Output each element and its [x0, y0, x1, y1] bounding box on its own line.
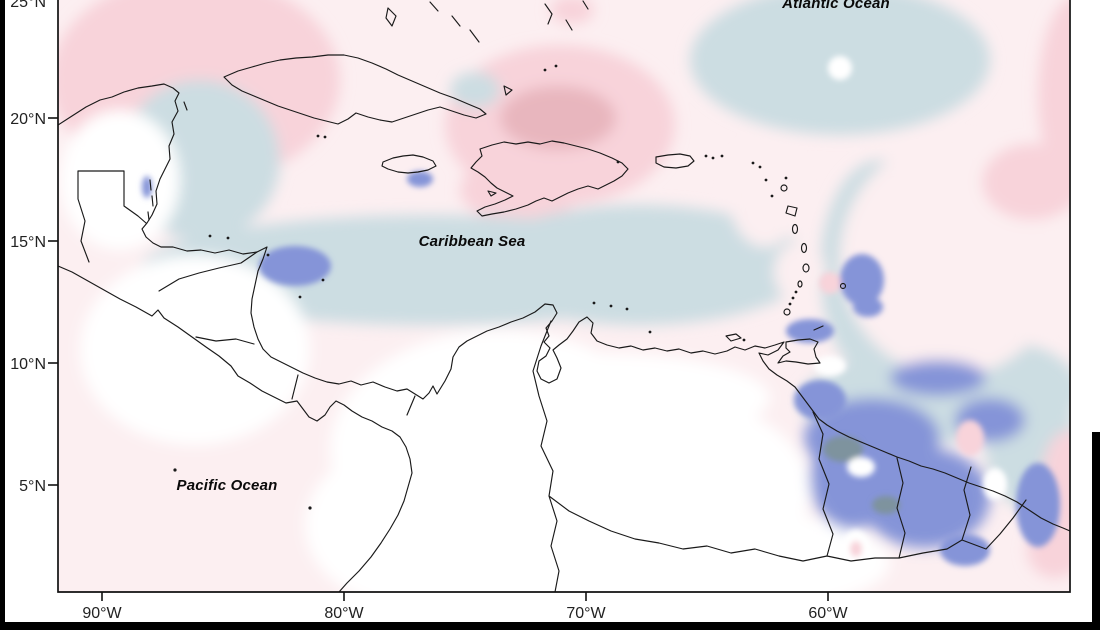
- lon-label-80w: 80°W: [324, 605, 364, 622]
- anomaly-blobs-large: [58, 0, 1070, 592]
- island-puerto-rico: [655, 153, 695, 169]
- borders-central-america: [77, 170, 416, 416]
- lon-label-90w: 90°W: [82, 605, 122, 622]
- island-cuba: [223, 54, 487, 125]
- borders-south-america: [532, 320, 1027, 592]
- right-edge-strip: [1092, 432, 1100, 630]
- coast-central-america-caribbean: [58, 83, 1070, 532]
- lat-label-10n: 10°N: [10, 356, 46, 373]
- axis-labels: 25°N 20°N 15°N 10°N 5°N 90°W 80°W 70°W 6…: [10, 0, 848, 622]
- slate-core-suriname: [872, 496, 900, 514]
- lat-label-20n: 20°N: [10, 111, 46, 128]
- island-trinidad: [777, 338, 821, 365]
- caribbean-sea-label: Caribbean Sea: [419, 233, 526, 250]
- islands-small-outlines: [147, 0, 824, 342]
- lon-label-60w: 60°W: [808, 605, 848, 622]
- map-frame: [48, 0, 1071, 601]
- island-jamaica: [381, 154, 437, 174]
- anomaly-blobs-small: [142, 56, 1060, 566]
- ocean-labels: Atlantic Ocean Caribbean Sea Pacific Oce…: [177, 0, 890, 494]
- lat-label-15n: 15°N: [10, 234, 46, 251]
- pacific-ocean-label: Pacific Ocean: [177, 477, 278, 494]
- anomaly-field: [58, 0, 1070, 592]
- bottom-edge-strip: [0, 622, 1100, 630]
- lat-label-25n: 25°N: [10, 0, 46, 11]
- islands-lesser-antilles: [780, 184, 847, 316]
- left-edge-strip: [0, 0, 5, 630]
- lon-label-70w: 70°W: [566, 605, 606, 622]
- island-hispaniola: [470, 140, 629, 217]
- coast-pacific: [58, 265, 413, 592]
- slate-core-guyana: [823, 436, 863, 462]
- coastlines: [58, 0, 1070, 592]
- atlantic-ocean-label: Atlantic Ocean: [781, 0, 890, 12]
- rose-core-hispaniola: [500, 86, 616, 150]
- lat-label-5n: 5°N: [19, 478, 46, 495]
- islands-dots: [173, 64, 798, 510]
